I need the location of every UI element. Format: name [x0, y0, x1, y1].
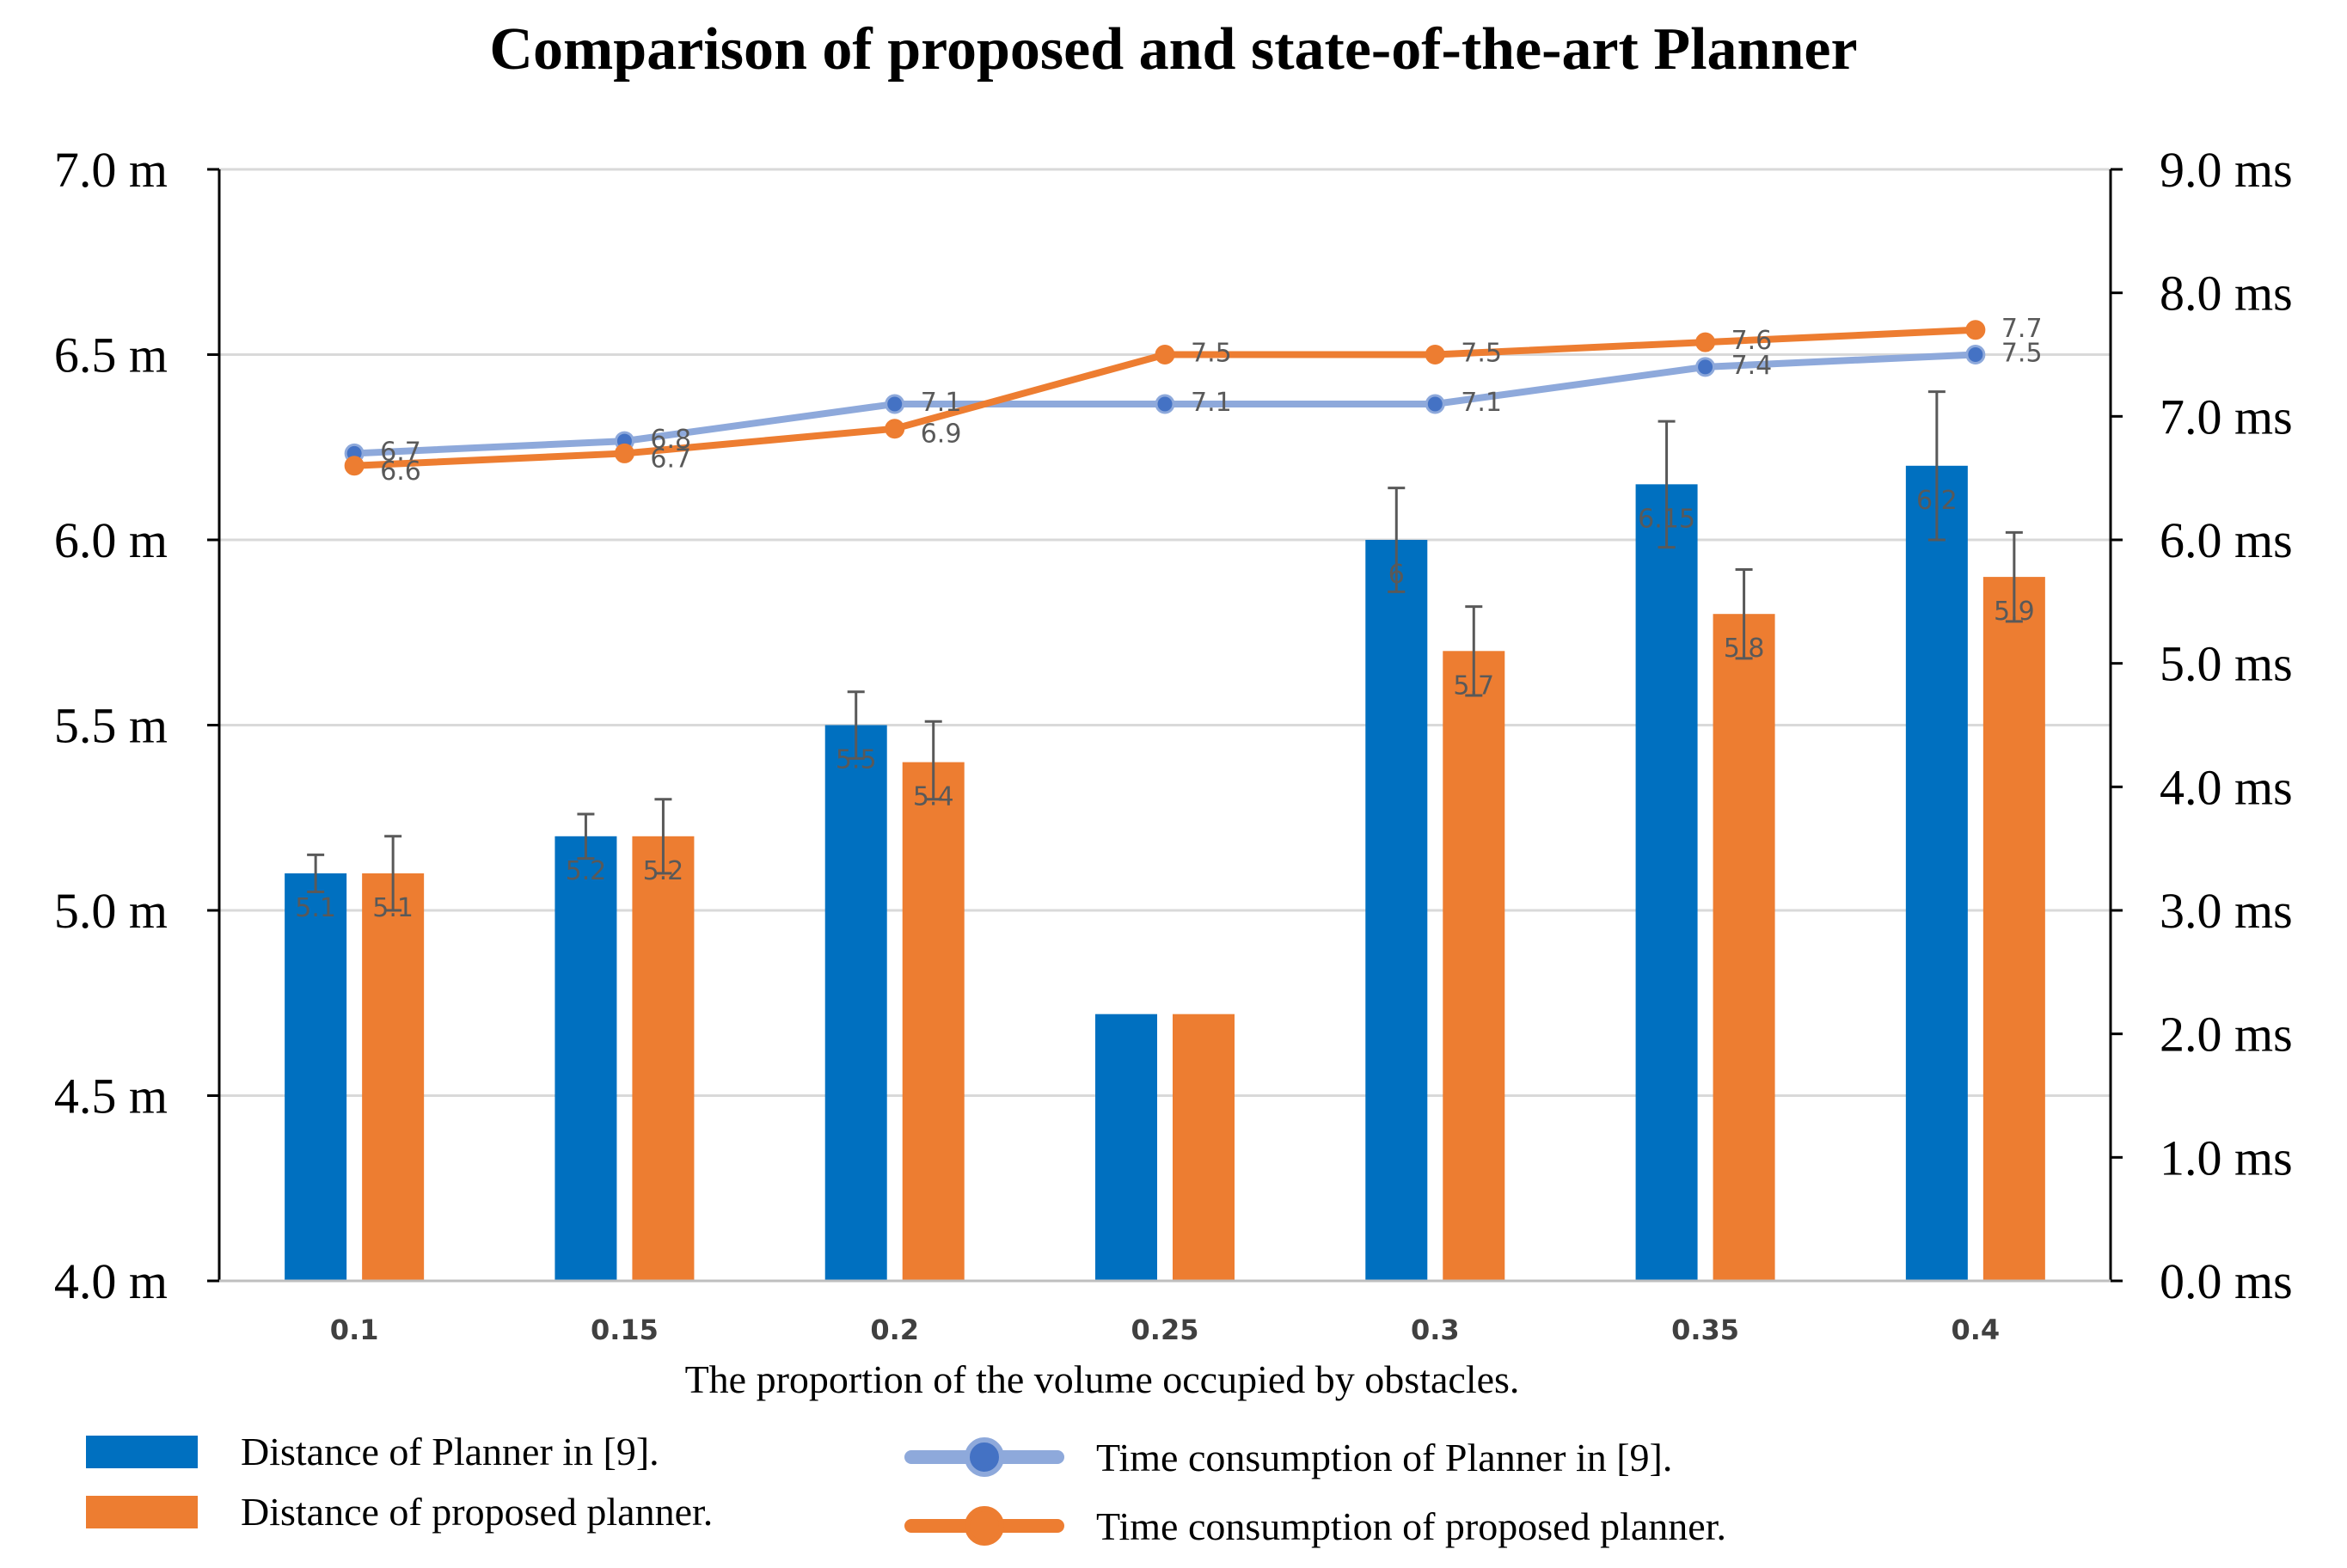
bar-data-label: 5.1 — [372, 893, 414, 923]
bar-data-label: 5.4 — [913, 782, 954, 812]
bar — [555, 836, 617, 1281]
bars — [285, 390, 2045, 1281]
right-axis-tick-label: 1.0 ms — [2160, 1130, 2293, 1185]
x-axis-tick-label: 0.35 — [1671, 1314, 1739, 1346]
line-data-label: 7.7 — [2001, 314, 2043, 344]
legend-swatch — [86, 1496, 198, 1528]
bar-data-label: 6 — [1388, 560, 1405, 590]
bar-data-label: 5.5 — [836, 745, 877, 775]
line-point — [1425, 345, 1445, 364]
left-axis-tick-label: 6.5 m — [54, 328, 168, 383]
bar — [632, 836, 695, 1281]
line-data-label: 6.8 — [650, 425, 691, 455]
right-axis-tick-label: 9.0 ms — [2160, 142, 2293, 198]
bar-data-label: 5.2 — [566, 856, 607, 886]
x-axis-tick-label: 0.2 — [870, 1314, 919, 1346]
x-axis-tick-label: 0.25 — [1131, 1314, 1199, 1346]
line-point — [1155, 345, 1175, 364]
left-axis-tick-label: 7.0 m — [54, 142, 168, 198]
legend-label: Distance of Planner in [9]. — [241, 1430, 659, 1473]
line-point — [1695, 357, 1716, 377]
legend: Distance of Planner in [9]. Distance of p… — [86, 1430, 1726, 1548]
line-data-label: 7.5 — [1191, 339, 1232, 369]
legend-label: Time consumption of Planner in [9]. — [1096, 1436, 1672, 1479]
bar-data-label: 5.9 — [1994, 597, 2035, 627]
line-point — [1965, 345, 1986, 364]
legend-label: Time consumption of proposed planner. — [1096, 1504, 1726, 1548]
line-data-label: 6.7 — [380, 437, 421, 467]
bar — [1635, 484, 1698, 1281]
right-axis-tick-label: 3.0 ms — [2160, 883, 2293, 939]
bar — [1982, 577, 2045, 1281]
right-axis-tick-label: 0.0 ms — [2160, 1253, 2293, 1309]
line-point — [1965, 320, 1986, 340]
bar — [1173, 1014, 1235, 1281]
line-point — [1425, 394, 1445, 414]
line-data-label: 7.5 — [2001, 339, 2043, 369]
line-data-label: 6.6 — [380, 456, 421, 487]
right-axis-tick-label: 4.0 ms — [2160, 759, 2293, 815]
legend-swatch — [86, 1436, 198, 1468]
line-point — [885, 394, 905, 414]
bar-data-label: 5.1 — [295, 893, 336, 923]
x-axis-tick-label: 0.4 — [1952, 1314, 2001, 1346]
bar-data-label: 5.8 — [1724, 634, 1765, 664]
line-data-label: 7.1 — [921, 388, 962, 418]
bar — [824, 725, 887, 1281]
right-axis-tick-label: 7.0 ms — [2160, 389, 2293, 444]
legend-marker — [965, 1437, 1004, 1477]
line-data-label: 6.9 — [921, 420, 962, 450]
line-data-label: 7.4 — [1731, 351, 1773, 381]
bar — [1713, 614, 1775, 1281]
x-axis-tick-label: 0.1 — [330, 1314, 379, 1346]
line-data-label: 6.7 — [650, 444, 691, 474]
legend-marker — [965, 1506, 1004, 1546]
bar — [362, 873, 425, 1281]
left-axis-tick-label: 5.5 m — [54, 698, 168, 754]
left-axis-tick-label: 4.0 m — [54, 1253, 168, 1309]
line-point — [344, 456, 365, 476]
bar — [902, 762, 965, 1281]
line-data-label: 7.5 — [1461, 339, 1502, 369]
right-axis-tick-label: 8.0 ms — [2160, 266, 2293, 322]
line-point — [1695, 332, 1716, 352]
bar-data-label: 5.2 — [643, 856, 684, 886]
left-axis-tick-label: 6.0 m — [54, 512, 168, 568]
bar — [1905, 465, 1968, 1281]
left-axis-tick-label: 4.5 m — [54, 1069, 168, 1124]
line-point — [885, 419, 905, 439]
gridlines — [219, 168, 2111, 1097]
line-data-label: 7.6 — [1731, 326, 1773, 356]
line-point — [1155, 394, 1175, 414]
x-axis-title: The proportion of the volume occupied by… — [685, 1357, 1520, 1401]
bar — [285, 873, 347, 1281]
right-axis-tick-label: 2.0 ms — [2160, 1007, 2293, 1063]
bar-data-label: 6.2 — [1916, 486, 1958, 516]
data-labels: 5.15.25.566.156.25.15.25.45.75.85.96.7 6.… — [295, 314, 2042, 923]
bar — [1443, 651, 1505, 1281]
right-axis-tick-label: 5.0 ms — [2160, 636, 2293, 692]
bar-data-label: 6.15 — [1638, 504, 1695, 534]
axes: 4.0 m 4.5 m 5.0 m 5.5 m 6.0 m 6.5 m 7.0 m 0.0 m… — [54, 142, 2293, 1346]
chart-title: Comparison of proposed and state-of-the-… — [489, 16, 1858, 83]
x-axis-tick-label: 0.3 — [1411, 1314, 1460, 1346]
bar-data-label: 5.7 — [1453, 671, 1494, 701]
bar — [1095, 1014, 1157, 1281]
lines — [344, 320, 1986, 476]
bar — [1365, 540, 1428, 1281]
line-point — [614, 443, 634, 463]
line-data-label: 7.1 — [1191, 388, 1232, 418]
right-axis-tick-label: 6.0 ms — [2160, 512, 2293, 568]
legend-label: Distance of proposed planner. — [241, 1490, 713, 1534]
x-axis-tick-label: 0.15 — [591, 1314, 659, 1346]
left-axis-tick-label: 5.0 m — [54, 883, 168, 939]
line-data-label: 7.1 — [1461, 388, 1502, 418]
